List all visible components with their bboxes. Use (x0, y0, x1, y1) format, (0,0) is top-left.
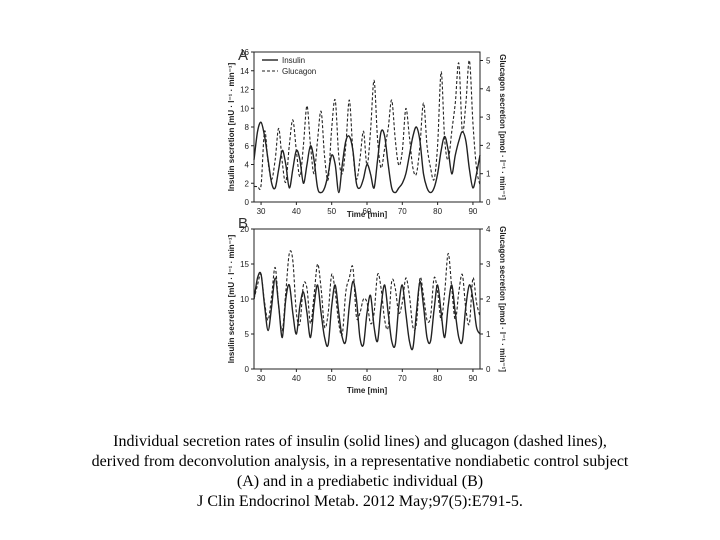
y-left-axis-label: Insulin secretion [mU · l⁻¹ · min⁻¹] (227, 234, 236, 363)
x-tick-label: 50 (327, 207, 336, 216)
y-left-tick-label: 6 (245, 142, 250, 151)
x-tick-label: 30 (257, 374, 266, 383)
y-right-tick-label: 2 (486, 141, 491, 150)
y-left-tick-label: 8 (245, 123, 250, 132)
y-left-tick-label: 0 (245, 198, 250, 207)
y-left-tick-label: 2 (245, 179, 250, 188)
x-tick-label: 60 (363, 207, 372, 216)
y-left-tick-label: 20 (240, 225, 249, 234)
x-axis-label: Time [min] (347, 386, 388, 395)
x-tick-label: 40 (292, 374, 301, 383)
y-right-tick-label: 4 (486, 225, 491, 234)
panel-letter: B (238, 215, 248, 232)
y-right-tick-label: 4 (486, 85, 491, 94)
y-left-tick-label: 0 (245, 365, 250, 374)
caption-line-2: derived from deconvolution analysis, in … (91, 453, 629, 470)
y-left-tick-label: 12 (240, 86, 249, 95)
chart-panel-b: B 0 5 10 15 20 0 1 2 3 4 30 40 50 60 70 80 90 Time [min] In… (227, 215, 507, 395)
y-right-tick-label: 1 (486, 170, 491, 179)
series-line-glucagon (253, 59, 481, 190)
panel-letter: A (238, 47, 248, 64)
y-left-tick-label: 10 (240, 104, 249, 113)
x-tick-label: 60 (363, 374, 372, 383)
plot-frame (253, 228, 481, 370)
y-left-tick-label: 4 (245, 161, 250, 170)
x-tick-label: 90 (468, 374, 477, 383)
y-right-tick-label: 3 (486, 113, 491, 122)
caption-citation: J Clin Endocrinol Metab. 2012 May;97(5):… (197, 493, 523, 510)
caption-line-1: Individual secretion rates of insulin (s… (113, 433, 607, 450)
x-tick-label: 30 (257, 207, 266, 216)
y-right-tick-label: 0 (486, 198, 491, 207)
y-right-axis-label: Glucagon secretion [pmol · l⁻¹ · min⁻¹] (498, 54, 507, 200)
x-tick-label: 70 (398, 207, 407, 216)
x-tick-label: 40 (292, 207, 301, 216)
y-left-tick-label: 10 (240, 295, 249, 304)
y-right-axis-label: Glucagon secretion [pmol · l⁻¹ · min⁻¹] (498, 226, 507, 372)
legend-label-glucagon: Glucagon (282, 67, 316, 76)
series-line-insulin (253, 271, 481, 351)
y-right-tick-label: 0 (486, 365, 491, 374)
y-right-tick-label: 3 (486, 260, 491, 269)
y-left-axis-label: Insulin secretion [mU · l⁻¹ · min⁻¹] (227, 62, 236, 191)
y-left-tick-label: 14 (240, 67, 249, 76)
x-tick-label: 50 (327, 374, 336, 383)
x-tick-label: 70 (398, 374, 407, 383)
x-tick-label: 90 (468, 207, 477, 216)
caption-line-3: (A) and in a prediabetic individual (B) (236, 473, 484, 490)
x-tick-label: 80 (433, 207, 442, 216)
y-left-tick-label: 16 (240, 48, 249, 57)
y-left-tick-label: 5 (245, 330, 250, 339)
y-right-tick-label: 2 (486, 295, 491, 304)
x-tick-label: 80 (433, 374, 442, 383)
x-axis-label: Time [min] (347, 210, 388, 219)
y-right-tick-label: 1 (486, 330, 491, 339)
y-left-tick-label: 15 (240, 260, 249, 269)
y-right-tick-label: 5 (486, 56, 491, 65)
figure: A 0 2 4 6 8 10 12 14 16 0 1 2 3 4 5 30 40 50 60 70 80 90 Time [… (224, 36, 536, 406)
figure-caption: Individual secretion rates of insulin (s… (20, 432, 700, 512)
series-line-glucagon (253, 250, 481, 337)
legend-label-insulin: Insulin (282, 56, 305, 65)
